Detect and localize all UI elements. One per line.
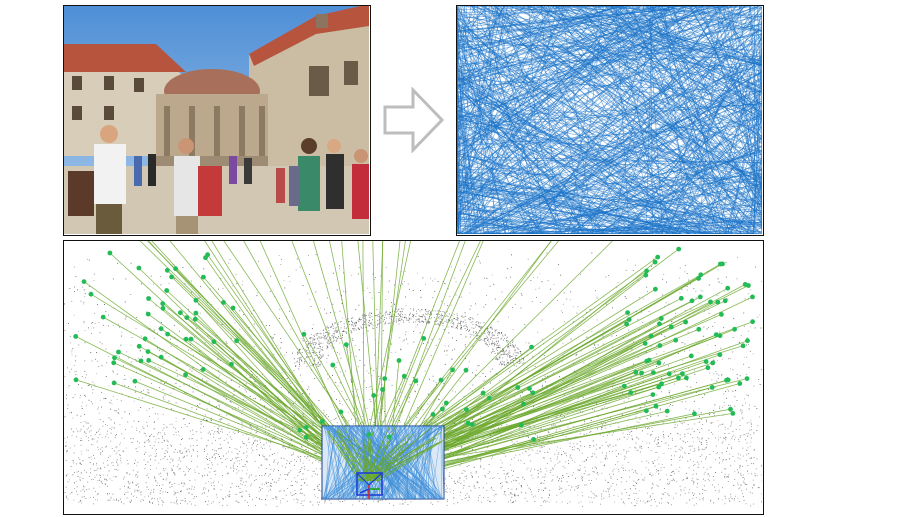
street-photo-icon	[64, 6, 369, 234]
right-arrow-icon	[383, 87, 445, 153]
input-photo	[63, 5, 371, 236]
projected-lines-panel	[456, 5, 764, 236]
inset-lines-image	[321, 425, 445, 500]
projected-lines-plot	[457, 6, 762, 234]
point-cloud-plot	[64, 241, 762, 507]
point-cloud-panel	[63, 240, 764, 515]
camera-frustum-icon	[356, 472, 383, 499]
landmark-points	[73, 246, 755, 442]
